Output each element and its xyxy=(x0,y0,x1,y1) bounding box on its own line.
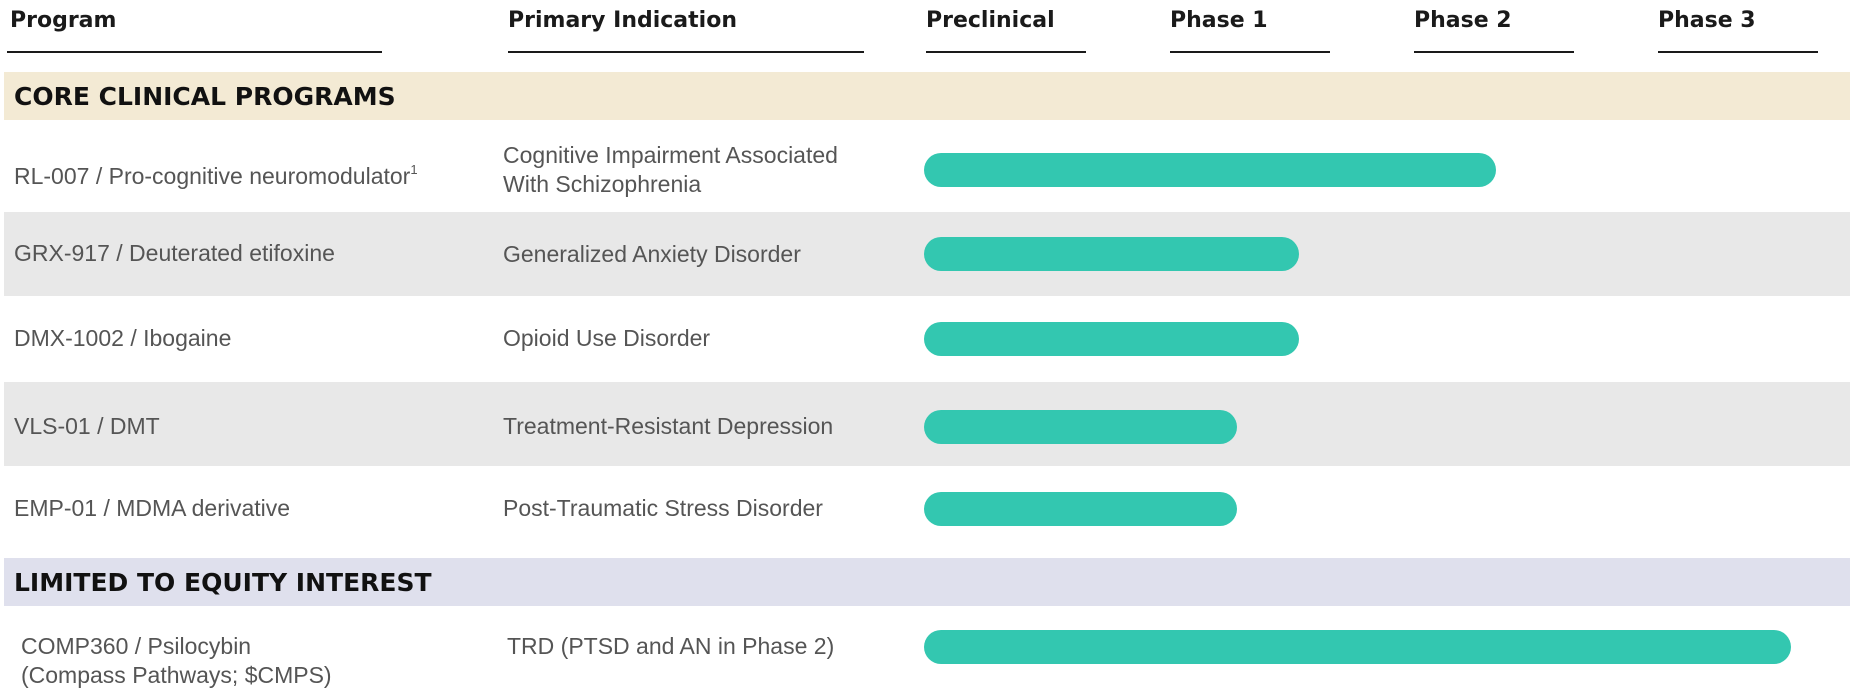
header-indication: Primary Indication xyxy=(508,8,737,33)
program-name-emp01: EMP-01 / MDMA derivative xyxy=(14,494,290,523)
program-name-comp360: COMP360 / Psilocybin (Compass Pathways; … xyxy=(21,632,332,690)
program-name-text: VLS-01 / DMT xyxy=(14,413,160,439)
program-name-line: COMP360 / Psilocybin xyxy=(21,633,252,659)
header-stage-phase3: Phase 3 xyxy=(1658,8,1756,33)
indication-dmx1002: Opioid Use Disorder xyxy=(503,324,710,353)
indication-emp01: Post-Traumatic Stress Disorder xyxy=(503,494,823,523)
progress-bar-dmx1002 xyxy=(924,322,1299,356)
progress-bar-rl007 xyxy=(924,153,1496,187)
program-name-dmx1002: DMX-1002 / Ibogaine xyxy=(14,324,231,353)
header-phase3-underline xyxy=(1658,51,1818,53)
indication-line: TRD (PTSD and AN in Phase 2) xyxy=(507,633,835,659)
section-band-equity-interest: LIMITED TO EQUITY INTEREST xyxy=(4,558,1850,606)
header-stage-phase1: Phase 1 xyxy=(1170,8,1268,33)
header-phase2-underline xyxy=(1414,51,1574,53)
progress-bar-vls01 xyxy=(924,410,1237,444)
program-name-vls01: VLS-01 / DMT xyxy=(14,412,160,441)
program-name-text: DMX-1002 / Ibogaine xyxy=(14,325,232,351)
indication-line: Cognitive Impairment Associated xyxy=(503,142,838,168)
indication-line: Generalized Anxiety Disorder xyxy=(503,241,801,267)
indication-vls01: Treatment-Resistant Depression xyxy=(503,412,833,441)
program-name-line: (Compass Pathways; $CMPS) xyxy=(21,662,332,688)
progress-bar-grx917 xyxy=(924,237,1299,271)
section-title-equity-interest: LIMITED TO EQUITY INTEREST xyxy=(14,567,432,597)
header-program: Program xyxy=(10,8,117,33)
header-stage-preclinical: Preclinical xyxy=(926,8,1055,33)
indication-line: Post-Traumatic Stress Disorder xyxy=(503,495,823,521)
section-band-core-programs: CORE CLINICAL PROGRAMS xyxy=(4,72,1850,120)
header-phase1-underline xyxy=(1170,51,1330,53)
program-name-text: RL-007 / Pro-cognitive neuromodulator xyxy=(14,163,411,189)
program-name-text: EMP-01 / MDMA derivative xyxy=(14,495,291,521)
footnote-marker: 1 xyxy=(410,162,418,177)
program-name-text: GRX-917 / Deuterated etifoxine xyxy=(14,240,335,266)
indication-rl007: Cognitive Impairment Associated With Sch… xyxy=(503,141,838,199)
header-indication-underline xyxy=(508,51,864,53)
progress-bar-comp360 xyxy=(924,630,1791,664)
indication-line: Treatment-Resistant Depression xyxy=(503,413,834,439)
header-preclinical-underline xyxy=(926,51,1086,53)
indication-line: With Schizophrenia xyxy=(503,171,702,197)
program-name-grx917: GRX-917 / Deuterated etifoxine xyxy=(14,239,335,268)
program-name-rl007: RL-007 / Pro-cognitive neuromodulator1 xyxy=(14,155,418,191)
progress-bar-emp01 xyxy=(924,492,1237,526)
header-stage-phase2: Phase 2 xyxy=(1414,8,1512,33)
indication-grx917: Generalized Anxiety Disorder xyxy=(503,240,801,269)
indication-line: Opioid Use Disorder xyxy=(503,325,711,351)
section-title-core-programs: CORE CLINICAL PROGRAMS xyxy=(14,81,396,111)
header-program-underline xyxy=(7,51,382,53)
indication-comp360: TRD (PTSD and AN in Phase 2) xyxy=(507,632,834,661)
